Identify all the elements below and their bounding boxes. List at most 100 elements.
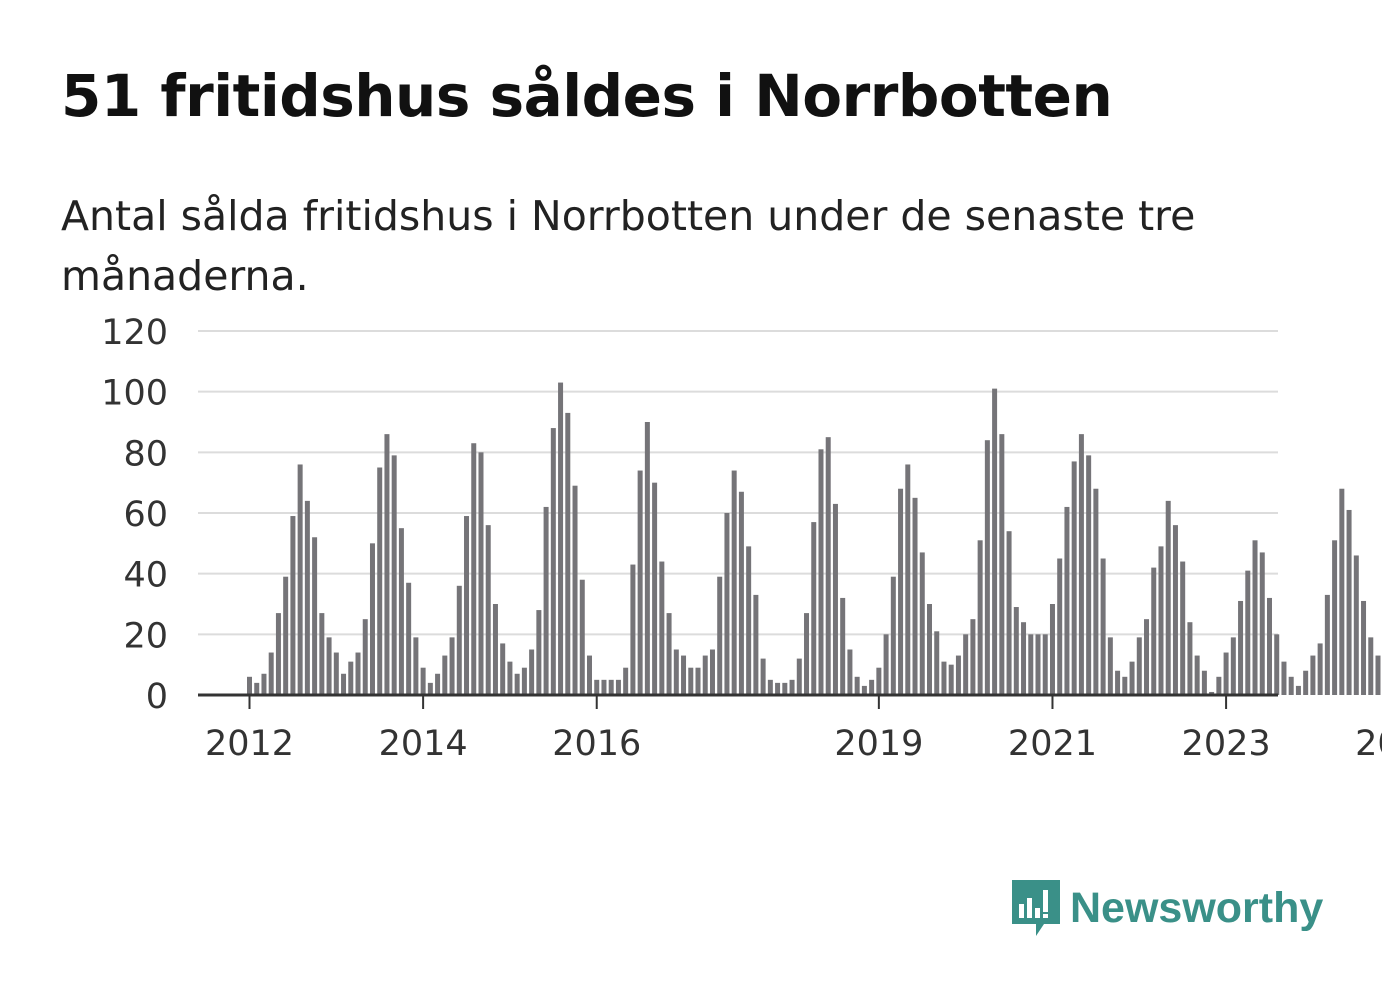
bar xyxy=(840,597,846,695)
bar xyxy=(1151,567,1157,695)
bar xyxy=(825,437,831,695)
bar xyxy=(984,440,990,695)
bar xyxy=(1078,434,1084,695)
bar xyxy=(1230,637,1236,695)
bar xyxy=(572,485,578,695)
bar xyxy=(1332,540,1338,695)
bar xyxy=(898,488,904,695)
bar xyxy=(420,667,426,695)
y-tick-label: 40 xyxy=(123,556,168,596)
bar xyxy=(275,613,281,695)
bar xyxy=(471,443,477,695)
bar xyxy=(789,679,795,695)
bar xyxy=(1093,488,1099,695)
bar xyxy=(652,482,658,695)
bar xyxy=(1201,670,1207,695)
bar xyxy=(254,682,260,695)
bar xyxy=(1238,600,1244,695)
bar xyxy=(1107,637,1113,695)
bar xyxy=(1064,506,1070,695)
bar xyxy=(1180,561,1186,695)
bar xyxy=(695,667,701,695)
bar xyxy=(456,585,462,695)
bar-chart: 0 20 40 60 80 100 120 2012 2014 2016 2019 2021 2023… xyxy=(101,313,1382,764)
bar xyxy=(1158,546,1164,695)
y-tick-label: 120 xyxy=(101,313,168,353)
bar xyxy=(615,679,621,695)
bar xyxy=(247,676,252,695)
bar xyxy=(283,576,289,695)
y-tick-label: 100 xyxy=(101,374,168,414)
bar xyxy=(1259,552,1265,695)
bar xyxy=(992,388,998,695)
bar-chart-speech-bubble-icon xyxy=(1012,880,1060,936)
bar xyxy=(1194,655,1200,695)
bar xyxy=(1086,455,1092,695)
bar xyxy=(377,467,383,695)
bar xyxy=(746,546,752,695)
bar xyxy=(832,503,838,695)
bar xyxy=(637,470,643,695)
bar xyxy=(970,619,976,695)
bar xyxy=(355,652,361,695)
bar xyxy=(731,470,737,695)
bar xyxy=(948,664,954,695)
bar xyxy=(398,528,404,695)
bar xyxy=(478,452,484,695)
bar xyxy=(630,564,636,695)
bar xyxy=(1266,597,1272,695)
bar xyxy=(384,434,390,695)
bar xyxy=(963,634,969,695)
bar xyxy=(558,382,564,695)
bar xyxy=(427,682,433,695)
bar xyxy=(550,428,556,695)
bar xyxy=(529,649,535,695)
bar xyxy=(1172,525,1178,695)
bar xyxy=(941,661,947,695)
bar xyxy=(738,491,744,695)
bar xyxy=(565,412,571,695)
bar xyxy=(767,679,773,695)
bar xyxy=(1361,600,1367,695)
bar xyxy=(1035,634,1041,695)
bar xyxy=(341,673,347,695)
bar xyxy=(666,613,672,695)
bar xyxy=(449,637,455,695)
bar xyxy=(1115,670,1121,695)
y-tick-label: 80 xyxy=(123,434,168,474)
bar xyxy=(760,658,766,695)
bar xyxy=(391,455,397,695)
bar xyxy=(681,655,687,695)
bar xyxy=(492,604,498,695)
bar xyxy=(333,652,339,695)
bar xyxy=(362,619,368,695)
bar xyxy=(688,667,694,695)
bar xyxy=(1245,570,1251,695)
bar xyxy=(297,464,303,695)
bar xyxy=(955,655,961,695)
bar xyxy=(312,537,318,695)
bar xyxy=(536,610,542,695)
bar xyxy=(1129,661,1135,695)
bar xyxy=(1057,558,1063,695)
bar xyxy=(304,500,310,695)
bar xyxy=(796,658,802,695)
bar xyxy=(326,637,332,695)
bar xyxy=(890,576,896,695)
bar xyxy=(1317,643,1323,695)
bar xyxy=(673,649,679,695)
brand-name: Newsworthy xyxy=(1070,883,1324,932)
x-tick-label: 2019 xyxy=(834,724,923,764)
brand-logo: Newsworthy xyxy=(1010,878,1323,938)
bar xyxy=(1216,676,1222,695)
bar xyxy=(290,516,296,695)
bar xyxy=(702,655,708,695)
bar xyxy=(753,594,759,695)
bar xyxy=(261,673,267,695)
bar xyxy=(1295,685,1301,695)
x-tick-label: 2023 xyxy=(1182,724,1271,764)
bar xyxy=(1021,622,1027,695)
bar xyxy=(1071,461,1077,695)
bar xyxy=(623,667,629,695)
bar xyxy=(268,652,274,695)
